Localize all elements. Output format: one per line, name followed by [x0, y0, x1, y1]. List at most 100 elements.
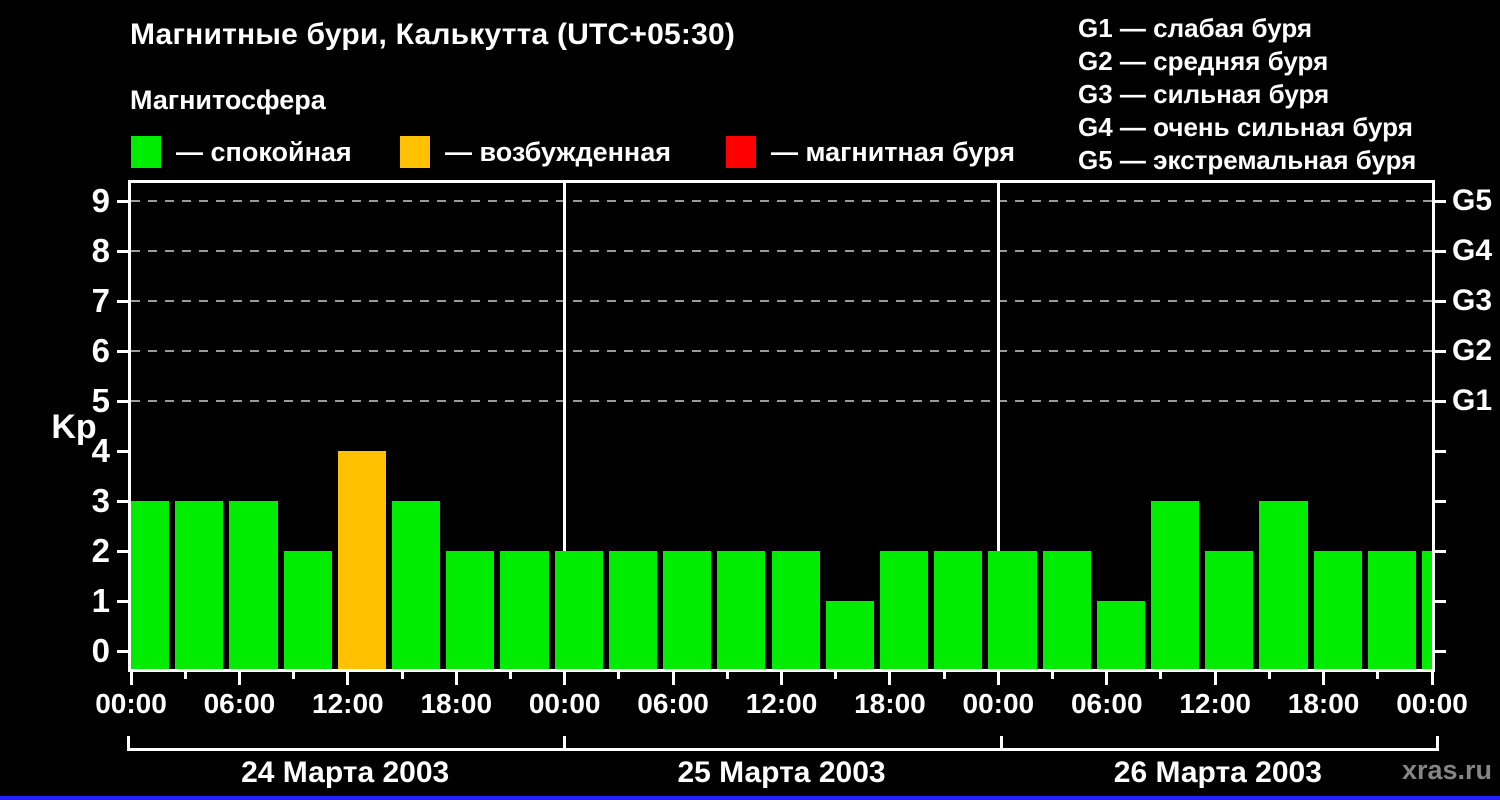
kp-bar: [934, 551, 983, 669]
x-tick-label: 06:00: [203, 688, 276, 719]
y-tick-left: [117, 499, 131, 503]
x-tick-major: [1213, 669, 1217, 685]
x-tick-major: [346, 669, 350, 685]
kp-bar: [446, 551, 495, 669]
excited-legend-swatch: [400, 136, 430, 168]
date-bracket-tick: [563, 736, 567, 751]
x-tick-minor: [1159, 669, 1163, 679]
storm-scale-line-g1: G1 — слабая буря: [1078, 13, 1313, 43]
x-tick-major: [1105, 669, 1109, 685]
x-tick-minor: [292, 669, 296, 679]
x-tick-major: [237, 669, 241, 685]
magnetosphere-label: Магнитосфера: [130, 85, 326, 115]
storm-scale-line-g5: G5 — экстремальная буря: [1078, 145, 1417, 175]
kp-bar: [663, 551, 712, 669]
x-tick-minor: [1051, 669, 1055, 679]
y-tick-right: [1432, 649, 1446, 653]
calm-legend-label: — спокойная: [176, 137, 352, 167]
y-tick-left: [117, 449, 131, 453]
kp-bar: [608, 551, 658, 669]
x-tick-minor: [1376, 669, 1380, 679]
y-tick-label: 1: [91, 582, 110, 619]
gridline-kp7: [131, 300, 1432, 302]
gridline-kp6: [131, 350, 1432, 352]
gridline-kp9: [131, 200, 1432, 202]
x-tick-major: [563, 669, 567, 685]
kp-bar: [131, 501, 170, 669]
x-tick-label: 00:00: [95, 688, 167, 719]
y-tick-label: 0: [91, 632, 110, 669]
y-tick-left: [117, 599, 131, 603]
x-tick-label: 00:00: [1396, 688, 1468, 719]
y-tick-label: 6: [91, 332, 110, 369]
kp-bar: [1205, 551, 1254, 669]
y-tick-right: [1432, 199, 1446, 203]
excited-legend-label: — возбужденная: [445, 137, 671, 167]
y-tick-left: [117, 649, 131, 653]
x-tick-minor: [1267, 669, 1271, 679]
kp-bar: [879, 551, 929, 669]
x-tick-major: [1322, 669, 1326, 685]
x-tick-major: [129, 669, 133, 685]
gridline-kp5: [131, 400, 1432, 402]
kp-bar: [283, 551, 332, 669]
x-tick-major: [996, 669, 1000, 685]
x-tick-major: [780, 669, 783, 685]
x-tick-label: 18:00: [1287, 688, 1360, 719]
g-scale-label-g4: G4: [1452, 234, 1493, 267]
y-tick-label: 3: [91, 482, 110, 519]
y-tick-right: [1432, 499, 1446, 503]
x-tick-label: 06:00: [637, 688, 709, 719]
y-tick-label: 9: [91, 182, 110, 219]
date-label: 25 Марта 2003: [677, 756, 886, 789]
kp-bar: [1096, 601, 1145, 669]
kp-bar: [229, 501, 278, 669]
x-tick-label: 12:00: [1179, 688, 1251, 719]
watermark: xras.ru: [1401, 755, 1492, 785]
y-tick-label: 2: [91, 532, 110, 569]
storm-scale-line-g2: G2 — средняя буря: [1078, 46, 1329, 76]
x-tick-label: 18:00: [420, 688, 493, 719]
date-bracket-tick: [127, 736, 130, 751]
y-tick-label: 8: [91, 232, 110, 269]
x-tick-label: 18:00: [854, 688, 926, 719]
date-label: 24 Марта 2003: [241, 756, 450, 789]
y-tick-right: [1432, 599, 1446, 603]
g-scale-label-g3: G3: [1452, 284, 1493, 317]
x-tick-label: 00:00: [962, 688, 1035, 719]
x-tick-minor: [400, 669, 404, 679]
x-tick-minor: [942, 669, 946, 679]
bottom-blue-strip: [0, 796, 1500, 800]
day-divider: [563, 183, 567, 669]
date-label: 26 Марта 2003: [1113, 756, 1322, 789]
kp-bar: [554, 551, 603, 669]
storm-scale-legend: G1 — слабая буря G2 — средняя буря G3 — си…: [1078, 12, 1416, 177]
y-tick-label: 4: [91, 432, 110, 469]
y-tick-right: [1432, 349, 1446, 353]
kp-bar: [1042, 551, 1091, 669]
g-scale-label-g5: G5: [1452, 184, 1493, 217]
y-tick-left: [117, 549, 131, 553]
x-tick-major: [671, 669, 675, 685]
x-tick-major: [888, 669, 892, 685]
date-bracket-tick: [1436, 736, 1439, 751]
kp-bar: [825, 601, 874, 669]
x-tick-label: 12:00: [745, 688, 818, 719]
storm-scale-line-g4: G4 — очень сильная буря: [1078, 112, 1413, 142]
plot-frame: [128, 180, 1435, 672]
y-tick-left: [117, 349, 131, 353]
kp-bar: [771, 551, 820, 669]
y-tick-right: [1432, 449, 1446, 453]
date-bracket-tick: [999, 736, 1003, 751]
y-axis-title: Kp: [51, 408, 97, 446]
kp-bar: [717, 551, 766, 669]
y-tick-right: [1432, 249, 1446, 253]
x-tick-minor: [508, 669, 512, 679]
kp-bar: [1259, 501, 1308, 669]
storm-scale-line-g3: G3 — сильная буря: [1078, 79, 1330, 109]
kp-bar: [1313, 551, 1362, 669]
y-tick-right: [1432, 299, 1446, 303]
date-bracket-line: [127, 748, 1439, 751]
x-tick-label: 12:00: [312, 688, 384, 719]
